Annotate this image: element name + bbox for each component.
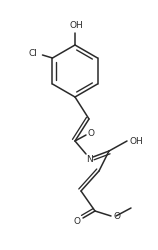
Text: O: O <box>73 217 80 226</box>
Text: OH: OH <box>69 22 83 30</box>
Text: O: O <box>113 212 120 220</box>
Text: Cl: Cl <box>28 49 37 58</box>
Text: N: N <box>86 155 92 164</box>
Text: O: O <box>88 129 94 138</box>
Text: OH: OH <box>130 137 144 146</box>
